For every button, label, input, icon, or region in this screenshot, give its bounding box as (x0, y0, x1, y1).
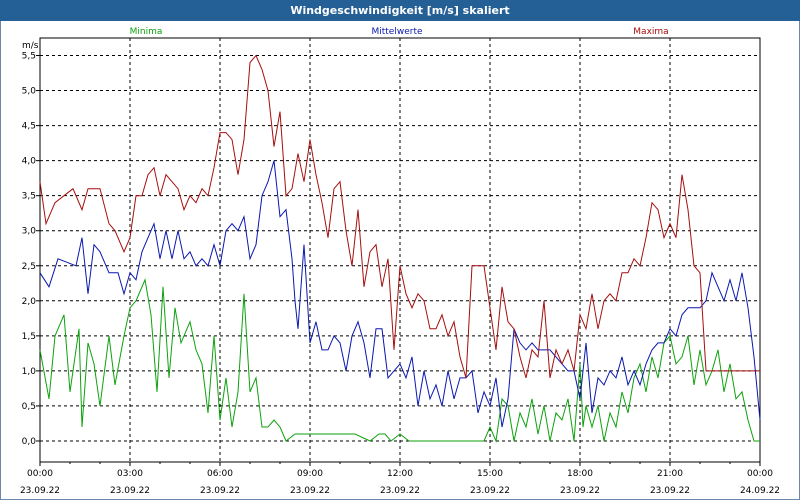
x-tick-time-label: 03:00 (117, 469, 143, 479)
y-axis-unit-label: m/s (22, 41, 39, 51)
y-tick-label: 0,0 (22, 437, 37, 447)
x-tick-date-label: 23.09.22 (20, 486, 60, 496)
y-tick-label: 3,0 (22, 227, 37, 237)
series-line-maxima (39, 54, 760, 379)
axes: 0,0 0,5 1,0 1,5 2,0 2,5 3,0 3,5 4,0 4,5 5,0 5,5 00:0… (20, 52, 780, 496)
x-tick-time-label: 15:00 (477, 469, 503, 479)
x-tick-date-label: 23.09.22 (470, 486, 510, 496)
y-tick-label: 0,5 (22, 402, 36, 412)
chart-title: Windgeschwindigkeit [m/s] skaliert (0, 0, 800, 21)
legend-label-minima: Minima (130, 27, 163, 37)
x-tick-time-label: 18:00 (567, 469, 593, 479)
x-tick-time-label: 21:00 (657, 469, 683, 479)
x-tick-date-label: 23.09.22 (110, 486, 150, 496)
y-tick-label: 3,5 (22, 192, 36, 202)
legend: Minima Mittelwerte Maxima (130, 27, 669, 37)
y-tick-label: 1,5 (22, 332, 36, 342)
x-tick-time-label: 09:00 (297, 469, 323, 479)
series-lines (39, 54, 761, 443)
y-tick-label: 2,5 (22, 262, 36, 272)
y-tick-label: 2,0 (22, 297, 37, 307)
x-tick-time-label: 06:00 (207, 469, 233, 479)
legend-label-mittelwerte: Mittelwerte (371, 27, 422, 37)
legend-label-maxima: Maxima (633, 27, 668, 37)
series-line-mittelwerte (39, 160, 761, 428)
x-tick-time-label: 00:00 (27, 469, 53, 479)
y-tick-label: 4,5 (22, 122, 36, 132)
x-tick-date-label: 23.09.22 (560, 486, 600, 496)
x-tick-date-label: 23.09.22 (380, 486, 420, 496)
x-tick-time-label: 00:00 (747, 469, 773, 479)
y-tick-label: 5,5 (22, 52, 36, 62)
y-tick-label: 4,0 (22, 157, 37, 167)
x-tick-date-label: 23.09.22 (200, 486, 240, 496)
x-tick-date-label: 24.09.22 (740, 486, 780, 496)
x-tick-time-label: 12:00 (387, 469, 413, 479)
y-tick-label: 5,0 (22, 87, 37, 97)
grid-lines (40, 38, 760, 462)
x-tick-date-label: 23.09.22 (290, 486, 330, 496)
series-line-minima (39, 278, 760, 443)
x-tick-date-label: 23.09.22 (650, 486, 690, 496)
y-tick-label: 1,0 (22, 367, 37, 377)
